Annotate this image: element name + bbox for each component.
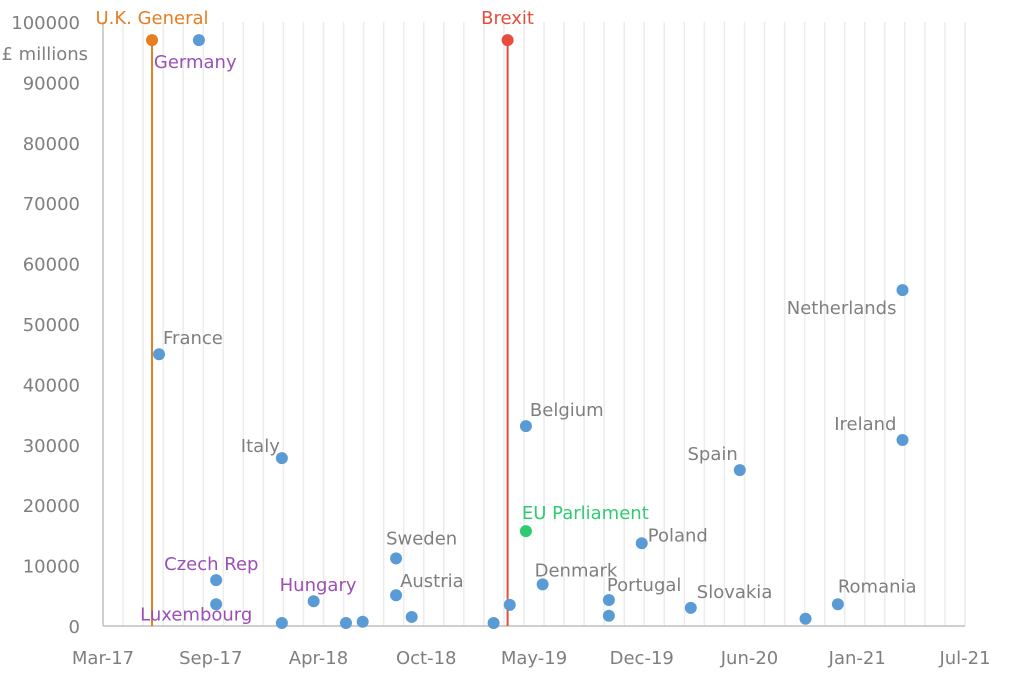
y-tick-label: 80000 xyxy=(23,134,80,155)
y-tick-label: 10000 xyxy=(23,557,80,578)
data-label: Spain xyxy=(688,444,738,465)
data-label: Netherlands xyxy=(787,298,897,319)
x-tick-label: Oct-18 xyxy=(396,648,457,669)
x-tick-label: Jul-21 xyxy=(938,648,990,669)
data-label: Sweden xyxy=(386,528,457,549)
data-point xyxy=(536,578,549,591)
data-point xyxy=(192,34,205,47)
axes: 0 10000 20000 30000 40000 50000 60000 70000 8000… xyxy=(11,13,990,669)
data-label: Belgium xyxy=(530,400,604,421)
data-point xyxy=(896,284,909,297)
data-point xyxy=(153,348,166,361)
data-point xyxy=(831,598,844,611)
data-point xyxy=(390,589,403,602)
gridlines xyxy=(122,22,966,626)
data-point xyxy=(519,525,532,538)
x-tick-label: Sep-17 xyxy=(179,648,242,669)
y-axis-label: £ millions xyxy=(1,44,88,65)
data-label: Hungary xyxy=(280,575,357,596)
event-markers: U.K. General Brexit xyxy=(95,8,534,626)
data-point xyxy=(733,464,746,477)
data-label: Italy xyxy=(241,436,280,457)
data-label: EU Parliament xyxy=(522,503,649,524)
y-tick-label: 40000 xyxy=(23,375,80,396)
data-point xyxy=(275,616,288,629)
data-point xyxy=(519,420,532,433)
event-label: Brexit xyxy=(481,8,534,29)
data-point xyxy=(307,595,320,608)
y-tick-label: 50000 xyxy=(23,315,80,336)
data-point xyxy=(602,594,615,607)
x-tick-label: Jun-20 xyxy=(720,648,779,669)
data-label: Germany xyxy=(154,52,237,73)
data-label: Ireland xyxy=(834,414,896,435)
data-point xyxy=(275,452,288,465)
y-tick-label: 90000 xyxy=(23,73,80,94)
data-point xyxy=(405,610,418,623)
data-label: France xyxy=(163,328,223,349)
x-tick-label: Mar-17 xyxy=(72,648,134,669)
data-point xyxy=(339,616,352,629)
data-points: Germany France Italy Czech Rep Luxembourg Hun… xyxy=(140,34,917,629)
x-tick-label: May-19 xyxy=(501,648,567,669)
y-tick-label: 0 xyxy=(69,617,80,638)
data-point xyxy=(356,615,369,628)
y-tick-label: 70000 xyxy=(23,194,80,215)
data-point xyxy=(210,598,223,611)
data-point xyxy=(684,601,697,614)
data-label: Slovakia xyxy=(697,582,773,603)
x-tick-label: Jan-21 xyxy=(828,648,886,669)
data-label: Austria xyxy=(400,571,464,592)
data-label: Denmark xyxy=(535,560,618,581)
data-label: Poland xyxy=(648,525,708,546)
data-label: Luxembourg xyxy=(140,604,252,625)
data-label: Czech Rep xyxy=(164,554,258,575)
data-point xyxy=(210,574,223,587)
data-point xyxy=(602,609,615,622)
y-tick-label: 100000 xyxy=(11,13,80,34)
data-point xyxy=(390,552,403,565)
data-label: Romania xyxy=(838,576,917,597)
data-label: Portugal xyxy=(607,575,682,596)
data-point xyxy=(487,616,500,629)
y-tick-label: 60000 xyxy=(23,255,80,276)
event-label: U.K. General xyxy=(95,8,208,29)
data-point xyxy=(896,433,909,446)
data-point xyxy=(635,537,648,550)
y-tick-label: 20000 xyxy=(23,496,80,517)
x-tick-label: Dec-19 xyxy=(610,648,674,669)
event-marker xyxy=(501,34,514,47)
event-marker xyxy=(146,34,159,47)
x-tick-label: Apr-18 xyxy=(289,648,348,669)
y-tick-label: 30000 xyxy=(23,436,80,457)
data-point xyxy=(799,612,812,625)
data-point xyxy=(503,598,516,611)
